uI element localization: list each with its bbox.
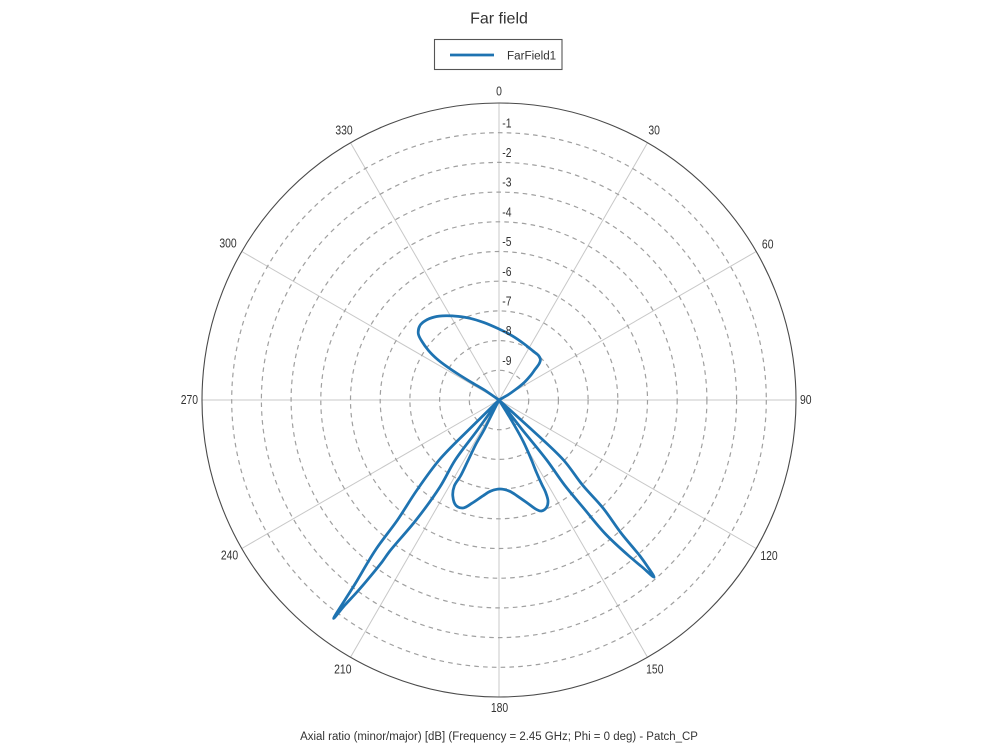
svg-text:120: 120 (760, 549, 778, 563)
svg-text:240: 240 (221, 548, 239, 562)
svg-text:60: 60 (762, 237, 774, 251)
svg-text:-5: -5 (502, 235, 512, 249)
svg-text:30: 30 (648, 123, 660, 137)
svg-text:210: 210 (334, 663, 352, 677)
svg-text:-6: -6 (502, 265, 512, 279)
svg-text:180: 180 (491, 701, 509, 715)
svg-text:270: 270 (181, 393, 199, 407)
svg-text:-7: -7 (502, 294, 511, 308)
svg-text:330: 330 (335, 124, 353, 138)
svg-text:150: 150 (646, 663, 664, 677)
svg-text:-2: -2 (502, 146, 511, 160)
svg-text:-4: -4 (502, 205, 512, 219)
svg-text:Axial ratio (minor/major) [dB]: Axial ratio (minor/major) [dB] (Frequenc… (300, 729, 698, 743)
svg-text:300: 300 (219, 237, 237, 251)
svg-text:-3: -3 (502, 176, 512, 190)
svg-text:0: 0 (496, 85, 502, 99)
svg-text:-9: -9 (502, 354, 511, 368)
svg-text:Far field: Far field (470, 11, 528, 28)
svg-text:-1: -1 (502, 116, 511, 130)
svg-text:-8: -8 (502, 324, 512, 338)
svg-text:90: 90 (800, 393, 812, 407)
svg-text:FarField1: FarField1 (507, 48, 556, 62)
